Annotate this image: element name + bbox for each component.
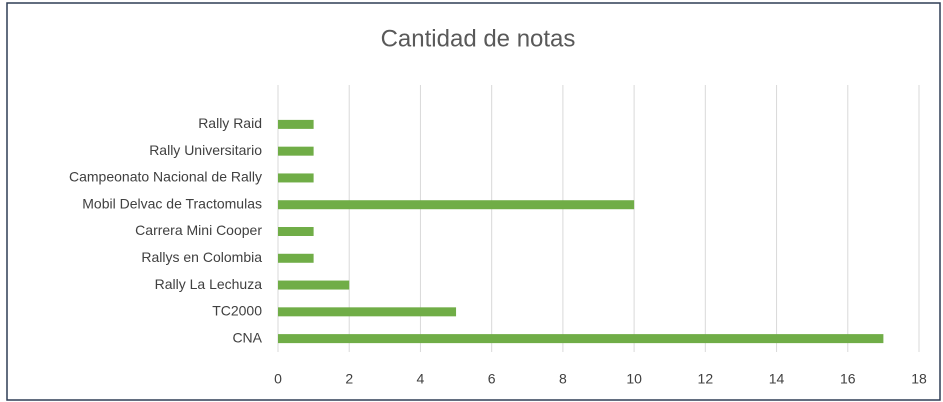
y-tick-label: TC2000 bbox=[212, 303, 262, 319]
y-tick-label: Rally La Lechuza bbox=[155, 276, 263, 292]
x-tick-label: 16 bbox=[840, 371, 856, 387]
bar bbox=[278, 200, 635, 210]
y-tick-label: Campeonato Nacional de Rally bbox=[69, 169, 262, 185]
y-tick-label: Rallys en Colombia bbox=[141, 249, 262, 265]
y-tick-label: Mobil Delvac de Tractomulas bbox=[82, 195, 262, 211]
y-tick-label: Rally Universitario bbox=[149, 142, 262, 158]
bar bbox=[278, 334, 884, 344]
bar bbox=[278, 307, 457, 317]
x-tick-label: 12 bbox=[698, 371, 714, 387]
x-tick-label: 14 bbox=[769, 371, 785, 387]
bar bbox=[278, 253, 314, 263]
chart-title: Cantidad de notas bbox=[381, 25, 576, 52]
bar bbox=[278, 227, 314, 236]
x-tick-label: 10 bbox=[626, 371, 642, 387]
x-tick-label: 8 bbox=[559, 371, 567, 387]
x-tick-label: 4 bbox=[417, 371, 425, 387]
bar bbox=[278, 146, 314, 156]
bar bbox=[278, 119, 314, 129]
y-tick-label: CNA bbox=[232, 329, 262, 345]
y-tick-label: Rally Raid bbox=[198, 115, 262, 131]
x-tick-label: 0 bbox=[274, 371, 282, 387]
x-tick-label: 18 bbox=[911, 371, 927, 387]
bar bbox=[278, 173, 314, 183]
bar bbox=[278, 280, 350, 290]
y-tick-label: Carrera Mini Cooper bbox=[135, 222, 262, 238]
x-tick-label: 2 bbox=[345, 371, 353, 387]
x-tick-label: 6 bbox=[488, 371, 496, 387]
